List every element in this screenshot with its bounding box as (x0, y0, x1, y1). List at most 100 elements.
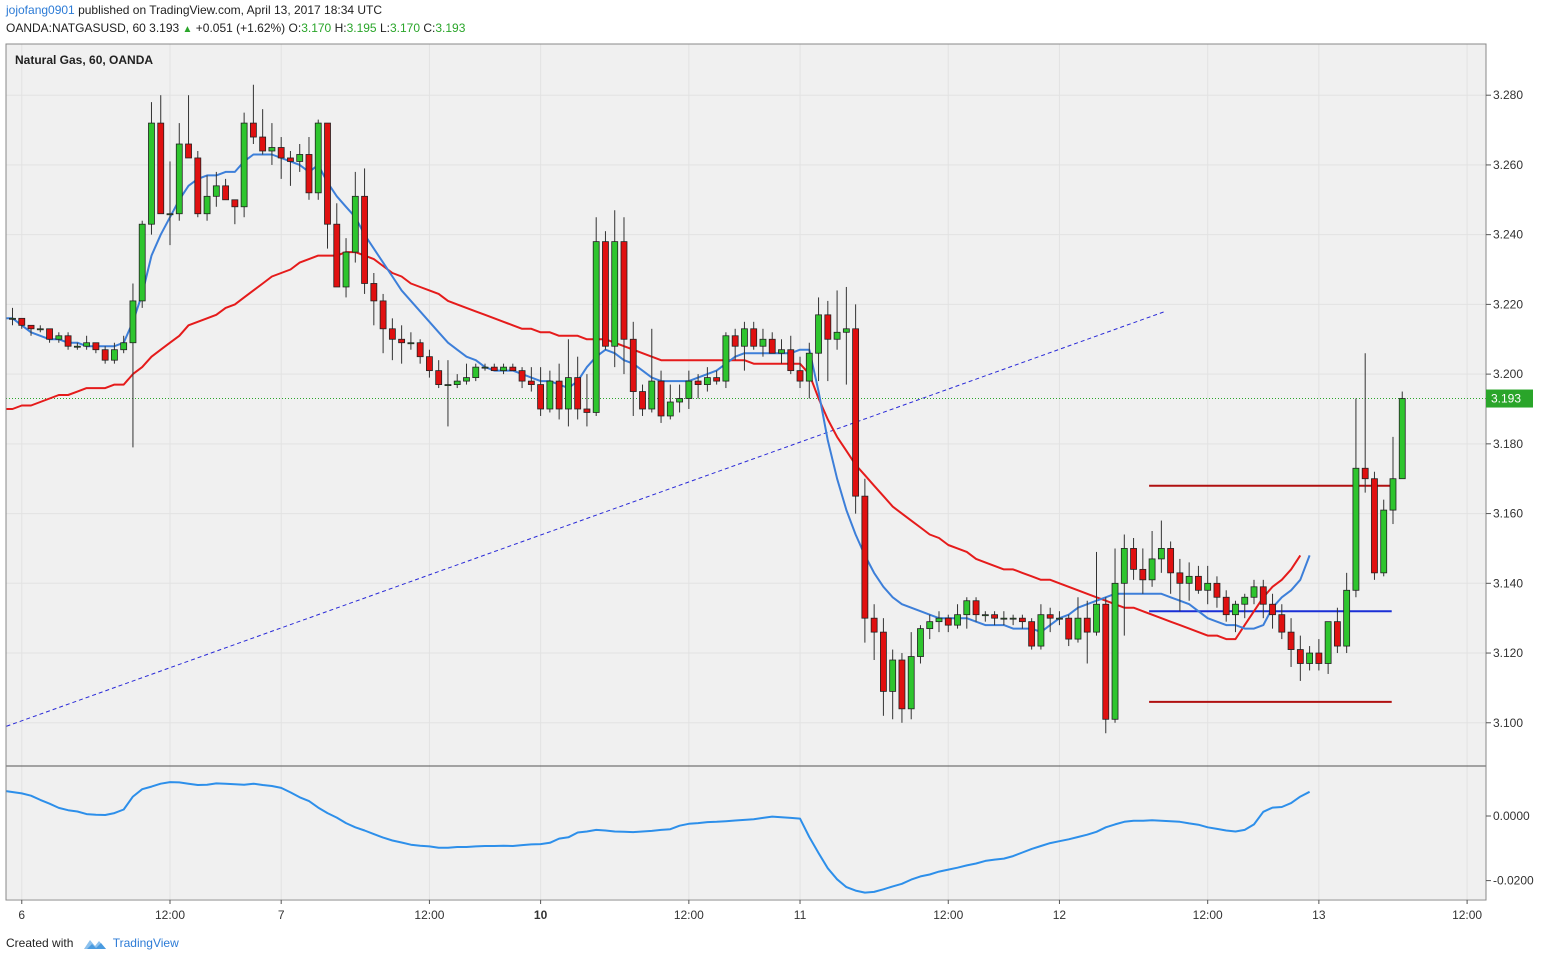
candle-body[interactable] (787, 349, 795, 372)
candle-body[interactable] (481, 366, 489, 369)
candle-body[interactable] (527, 380, 535, 385)
candle-body[interactable] (333, 223, 341, 288)
author-link[interactable]: jojofang0901 (6, 3, 75, 17)
candle-body[interactable] (768, 338, 776, 354)
candle-body[interactable] (805, 352, 813, 382)
candle-body[interactable] (185, 143, 192, 159)
candle-body[interactable] (342, 251, 350, 288)
candle-body[interactable] (722, 335, 730, 382)
candle-body[interactable] (1056, 617, 1063, 620)
candle-body[interactable] (657, 380, 665, 417)
candle-body[interactable] (1324, 621, 1332, 664)
candle-body[interactable] (36, 328, 44, 331)
candle-body[interactable] (898, 659, 906, 710)
candle-body[interactable] (157, 122, 165, 215)
candle-body[interactable] (138, 223, 146, 302)
candle-body[interactable] (611, 241, 619, 347)
candle-body[interactable] (64, 335, 72, 347)
candle-body[interactable] (731, 335, 739, 347)
candle-body[interactable] (870, 617, 878, 633)
oscillator-line[interactable] (5, 781, 1311, 894)
candle-body[interactable] (444, 384, 452, 386)
candle-body[interactable] (194, 157, 202, 215)
candle-body[interactable] (1000, 617, 1008, 620)
candle-body[interactable] (518, 370, 526, 382)
candle-body[interactable] (537, 384, 545, 410)
candle-body[interactable] (1037, 614, 1045, 647)
candle-body[interactable] (592, 241, 600, 413)
candle-body[interactable] (1195, 575, 1202, 591)
candle-body[interactable] (277, 147, 285, 159)
candle-body[interactable] (1093, 603, 1100, 633)
candle-body[interactable] (27, 324, 35, 330)
candle-body[interactable] (824, 314, 832, 340)
candle-body[interactable] (287, 157, 294, 162)
candle-body[interactable] (314, 122, 322, 194)
candle-body[interactable] (453, 380, 461, 385)
candle-body[interactable] (240, 122, 248, 208)
candle-body[interactable] (1074, 617, 1082, 640)
candle-body[interactable] (1120, 548, 1128, 584)
candle-body[interactable] (111, 349, 118, 361)
candle-body[interactable] (407, 342, 415, 345)
candle-body[interactable] (500, 366, 507, 372)
candle-body[interactable] (917, 628, 924, 657)
candle-body[interactable] (268, 147, 276, 152)
candle-body[interactable] (426, 356, 433, 372)
candle-body[interactable] (1343, 589, 1351, 647)
candle-body[interactable] (296, 154, 304, 162)
candle-body[interactable] (55, 335, 63, 340)
candle-body[interactable] (83, 342, 91, 347)
candle-body[interactable] (676, 398, 683, 403)
candle-body[interactable] (1398, 398, 1406, 480)
candle-body[interactable] (1389, 478, 1397, 511)
candle-body[interactable] (1222, 596, 1230, 616)
candle-body[interactable] (1130, 548, 1137, 570)
candle-body[interactable] (1296, 649, 1304, 664)
candle-body[interactable] (148, 122, 155, 225)
candle-body[interactable] (546, 380, 554, 410)
candle-body[interactable] (833, 331, 841, 340)
candle-body[interactable] (388, 328, 396, 340)
candle-body[interactable] (574, 377, 582, 410)
candle-body[interactable] (120, 342, 128, 351)
candle-body[interactable] (1306, 652, 1313, 664)
candle-body[interactable] (435, 370, 443, 385)
candle-body[interactable] (796, 370, 804, 382)
candle-body[interactable] (907, 656, 915, 710)
candle-body[interactable] (842, 328, 850, 333)
candle-body[interactable] (101, 349, 109, 361)
tradingview-link[interactable]: TradingView (112, 936, 179, 950)
candle-body[interactable] (9, 317, 16, 320)
candle-body[interactable] (648, 380, 656, 410)
candle-body[interactable] (1380, 509, 1388, 574)
candle-body[interactable] (324, 122, 331, 225)
candle-body[interactable] (398, 338, 406, 344)
candle-body[interactable] (1287, 631, 1295, 650)
candle-body[interactable] (231, 199, 239, 208)
candle-body[interactable] (1185, 575, 1193, 584)
candle-body[interactable] (1269, 603, 1276, 616)
candle-body[interactable] (1361, 467, 1369, 480)
candle-body[interactable] (972, 600, 980, 616)
candle-body[interactable] (1046, 614, 1054, 619)
candle-body[interactable] (629, 338, 637, 392)
candle-body[interactable] (73, 345, 81, 348)
candle-body[interactable] (1250, 586, 1258, 598)
candle-body[interactable] (1232, 603, 1239, 616)
candle-body[interactable] (991, 614, 998, 619)
candle-body[interactable] (741, 328, 748, 347)
time-axis[interactable]: 6 12:00 7 12:00 10 12:00 11 12:00 12 12:00 13 12:00… (18, 900, 1553, 922)
candle-body[interactable] (778, 349, 785, 354)
ema-fast-line[interactable] (6, 153, 1311, 634)
candle-body[interactable] (259, 136, 267, 152)
candle-body[interactable] (305, 154, 313, 194)
candle-body[interactable] (1157, 548, 1165, 560)
candle-body[interactable] (935, 617, 943, 623)
candle-body[interactable] (1241, 596, 1249, 605)
candle-body[interactable] (212, 185, 220, 197)
candle-body[interactable] (565, 377, 572, 410)
candle-body[interactable] (249, 122, 257, 138)
candle-body[interactable] (555, 380, 563, 410)
